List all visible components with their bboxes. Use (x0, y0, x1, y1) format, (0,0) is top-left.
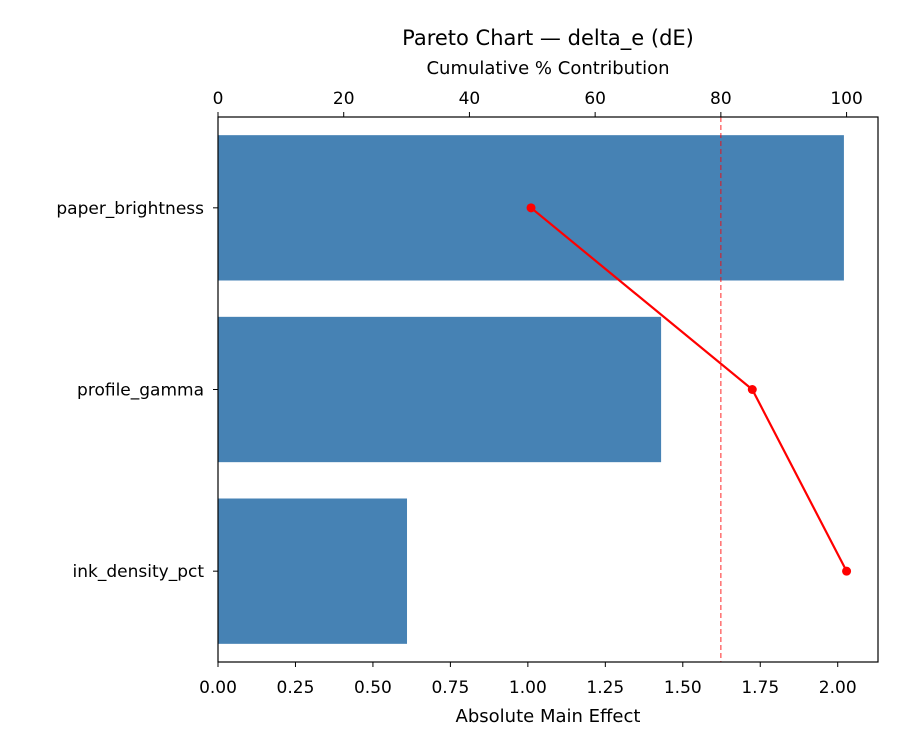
top-tick-label: 60 (584, 89, 606, 109)
cumulative-point (842, 566, 852, 576)
bottom-axis: 0.00 0.25 0.50 0.75 1.00 1.25 1.50 1.75 2.00 (199, 662, 857, 698)
x-tick-label: 1.00 (509, 678, 547, 698)
y-axis: paper_brightness profile_gamma ink_density… (56, 199, 218, 582)
x-tick-label: 1.75 (741, 678, 779, 698)
x-tick-label: 0.50 (354, 678, 392, 698)
cumulative-point (526, 203, 536, 213)
top-tick-label: 100 (830, 89, 862, 109)
top-axis: 0 20 40 60 80 100 (213, 89, 863, 117)
x-axis-label: Absolute Main Effect (456, 706, 641, 727)
bar-profile_gamma (218, 316, 662, 463)
y-tick-label: ink_density_pct (73, 562, 205, 582)
top-axis-label: Cumulative % Contribution (426, 58, 669, 79)
top-tick-label: 80 (710, 89, 732, 109)
chart-title: Pareto Chart — delta_e (dE) (402, 26, 694, 51)
cumulative-point (747, 385, 757, 394)
x-tick-label: 2.00 (819, 678, 857, 698)
y-tick-label: paper_brightness (56, 199, 204, 219)
x-tick-label: 0.25 (277, 678, 315, 698)
bars-group (218, 135, 844, 644)
x-tick-label: 0.00 (199, 678, 237, 698)
top-tick-label: 40 (459, 89, 481, 109)
top-tick-label: 0 (213, 89, 224, 109)
x-tick-label: 0.75 (431, 678, 469, 698)
cumulative-line-group (526, 203, 852, 576)
x-tick-label: 1.50 (664, 678, 702, 698)
x-tick-label: 1.25 (586, 678, 624, 698)
top-tick-label: 20 (333, 89, 355, 109)
bar-ink_density_pct (218, 498, 408, 644)
y-tick-label: profile_gamma (77, 381, 204, 401)
